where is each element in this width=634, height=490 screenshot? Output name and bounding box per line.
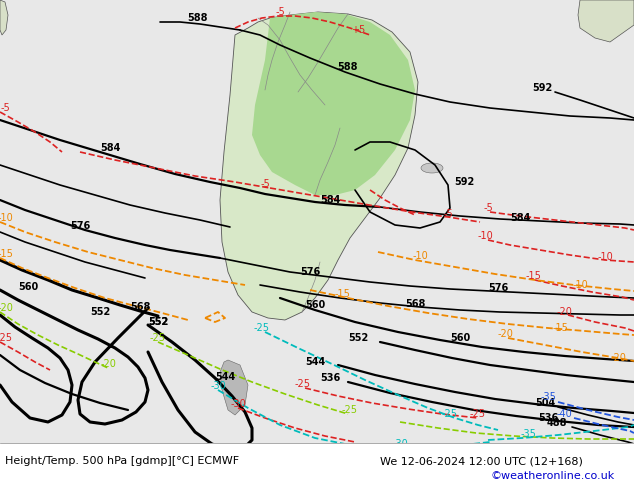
Text: 576: 576 [488,283,508,293]
Text: -25: -25 [342,405,358,415]
Polygon shape [578,0,634,42]
Polygon shape [0,0,8,35]
Text: 592: 592 [454,177,474,187]
Text: -20: -20 [0,303,13,313]
Text: 544: 544 [215,372,235,382]
Text: 504: 504 [535,398,555,408]
Ellipse shape [421,163,443,173]
Text: -10: -10 [477,231,493,241]
Text: -5: -5 [260,179,270,189]
Text: -25: -25 [0,333,13,343]
Text: -25: -25 [254,323,270,333]
Polygon shape [220,12,418,320]
Text: 560: 560 [305,300,325,310]
Text: -5: -5 [443,209,453,219]
Text: -15: -15 [0,249,13,259]
Text: -35: -35 [540,392,556,402]
Text: -25: -25 [295,379,311,389]
Text: +5: +5 [351,25,365,35]
Text: -20: -20 [497,329,513,339]
Text: -10: -10 [572,280,588,290]
Text: -20: -20 [100,359,116,369]
Text: 584: 584 [100,143,120,153]
Text: -20: -20 [556,307,572,317]
Text: 552: 552 [90,307,110,317]
Text: 576: 576 [70,221,90,231]
Text: -10: -10 [597,252,613,262]
Text: 568: 568 [405,299,425,309]
Polygon shape [252,12,415,195]
Text: -30: -30 [392,439,408,449]
Text: Height/Temp. 500 hPa [gdmp][°C] ECMWF: Height/Temp. 500 hPa [gdmp][°C] ECMWF [5,456,239,466]
Text: 568: 568 [130,302,150,312]
Text: -10: -10 [412,251,428,261]
Text: -35: -35 [520,429,536,439]
Text: 560: 560 [450,333,470,343]
Text: -5: -5 [275,7,285,17]
Text: -15: -15 [525,271,541,281]
Text: 592: 592 [532,83,552,93]
Text: 584: 584 [320,195,340,205]
Text: 536: 536 [320,373,340,383]
Text: -25: -25 [150,333,166,343]
Text: 536: 536 [538,413,558,423]
Text: 576: 576 [300,267,320,277]
Text: -40: -40 [556,409,572,419]
Text: 552: 552 [348,333,368,343]
Text: 552: 552 [148,317,168,327]
Text: ©weatheronline.co.uk: ©weatheronline.co.uk [490,471,614,481]
Text: 560: 560 [18,282,38,292]
Text: -20: -20 [610,353,626,363]
Text: 488: 488 [547,418,567,428]
Text: 588: 588 [188,13,208,23]
Text: -25: -25 [470,409,486,419]
Text: -25: -25 [442,409,458,419]
Text: -30: -30 [230,399,246,409]
Text: 544: 544 [305,357,325,367]
Text: -10: -10 [0,213,13,223]
Text: 552: 552 [148,317,168,327]
Text: 584: 584 [510,213,530,223]
Text: 588: 588 [338,62,358,72]
Text: -30: -30 [210,381,226,391]
Text: -5: -5 [483,203,493,213]
Text: We 12-06-2024 12:00 UTC (12+168): We 12-06-2024 12:00 UTC (12+168) [380,456,583,466]
Text: -5: -5 [0,103,10,113]
Polygon shape [220,360,248,415]
Text: -15: -15 [552,323,568,333]
Bar [0,443,634,490]
Text: -15: -15 [334,289,350,299]
